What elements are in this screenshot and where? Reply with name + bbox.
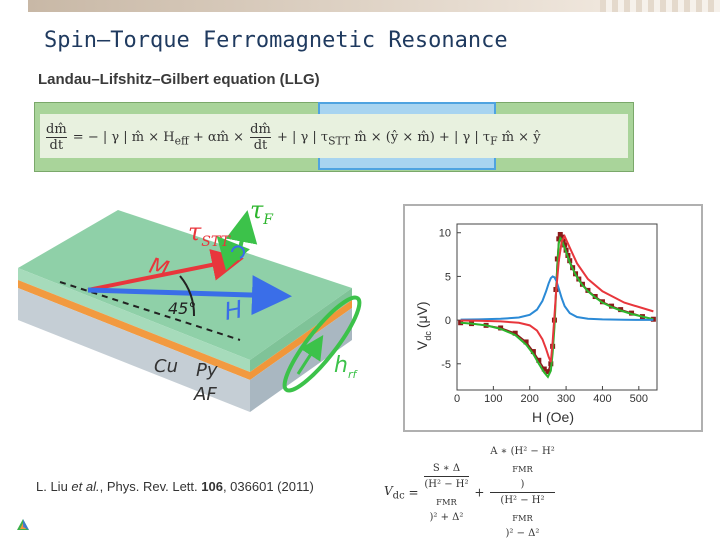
cu-label: Cu	[154, 356, 178, 377]
layer-py-side	[250, 288, 352, 372]
y-tick-label: 5	[445, 271, 451, 283]
chart-ylabel: Vdc(μV)	[414, 301, 433, 350]
af-label: AF	[193, 384, 217, 405]
device-illustration: τSTT τF M H 45° Cu Py AF hrf	[18, 196, 362, 412]
data-point	[541, 366, 547, 372]
data-point	[458, 320, 464, 326]
data-point	[512, 330, 518, 336]
vdc-chart: 0 100 200 300 400 500 -5 0 5 10 Vdc(μV) H (Oe)	[414, 223, 658, 425]
hrf-label: hrf	[334, 353, 358, 381]
x-tick-label: 200	[521, 393, 539, 405]
slide-title: Spin–Torque Ferromagnetic Resonance	[44, 28, 508, 53]
data-point	[545, 369, 551, 375]
stt-term-panel	[322, 114, 492, 158]
top-decor-bar	[28, 0, 600, 12]
tau-f-label: τF	[250, 196, 274, 228]
precession-icon	[231, 245, 245, 259]
tau-stt-label: τSTT	[188, 218, 231, 250]
data-point	[556, 236, 562, 242]
llg-equation: dm̂ dt = − | γ | m̂ × Heff + αm̂ × dm̂ dt …	[46, 122, 541, 153]
in-plane-axis	[59, 281, 241, 341]
data-point	[562, 242, 568, 248]
x-tick-label: 100	[484, 393, 502, 405]
vdc-symmetric-term: S ∗ Δ (H² − H² FMR)² + Δ²	[424, 462, 469, 523]
data-point	[536, 357, 542, 363]
dm-dt-fraction-2: dm̂ dt	[250, 122, 271, 153]
data-point	[523, 339, 529, 345]
angle-label: 45°	[168, 299, 196, 318]
layer-top-face	[18, 210, 352, 360]
layer-py-front	[18, 268, 250, 372]
x-tick-label: 500	[630, 393, 648, 405]
y-tick-label: -5	[441, 359, 451, 371]
series-line-1	[460, 235, 654, 379]
py-label: Py	[196, 360, 218, 381]
logo-icon	[17, 519, 29, 530]
h-label: H	[222, 295, 245, 326]
data-point	[559, 234, 565, 240]
tau-stt-arrow	[216, 236, 250, 271]
vdc-formula: Vdc = S ∗ Δ (H² − H² FMR)² + Δ² + A ∗ (H²…	[384, 446, 555, 539]
vdc-antisymmetric-term: A ∗ (H² − H² FMR) (H² − H² FMR)² − Δ²	[490, 446, 555, 539]
x-tick-label: 0	[454, 393, 460, 405]
layer-af-front	[18, 288, 250, 412]
chart-plot-area	[456, 223, 658, 391]
citation: L. Liu et al., Phys. Rev. Lett. 106, 036…	[36, 479, 314, 494]
dm-dt-fraction: dm̂ dt	[46, 122, 67, 153]
top-decor-pattern	[600, 0, 720, 12]
data-point	[530, 349, 536, 355]
chart-xlabel: H (Oe)	[532, 409, 574, 425]
y-tick-label: 0	[445, 315, 451, 327]
slide-subtitle: Landau–Lifshitz–Gilbert equation (LLG)	[38, 71, 320, 88]
h-field-arrow	[87, 275, 292, 316]
x-tick-label: 400	[593, 393, 611, 405]
series-line-3	[460, 233, 654, 363]
data-point	[557, 231, 563, 237]
angle-arc	[179, 275, 196, 317]
x-tick-label: 300	[557, 393, 575, 405]
layer-orange-front	[18, 280, 250, 380]
series-line-2	[460, 275, 654, 321]
hrf-arrow	[296, 334, 324, 375]
y-tick-label: 10	[439, 228, 451, 240]
m-vector-arrow	[87, 249, 244, 292]
